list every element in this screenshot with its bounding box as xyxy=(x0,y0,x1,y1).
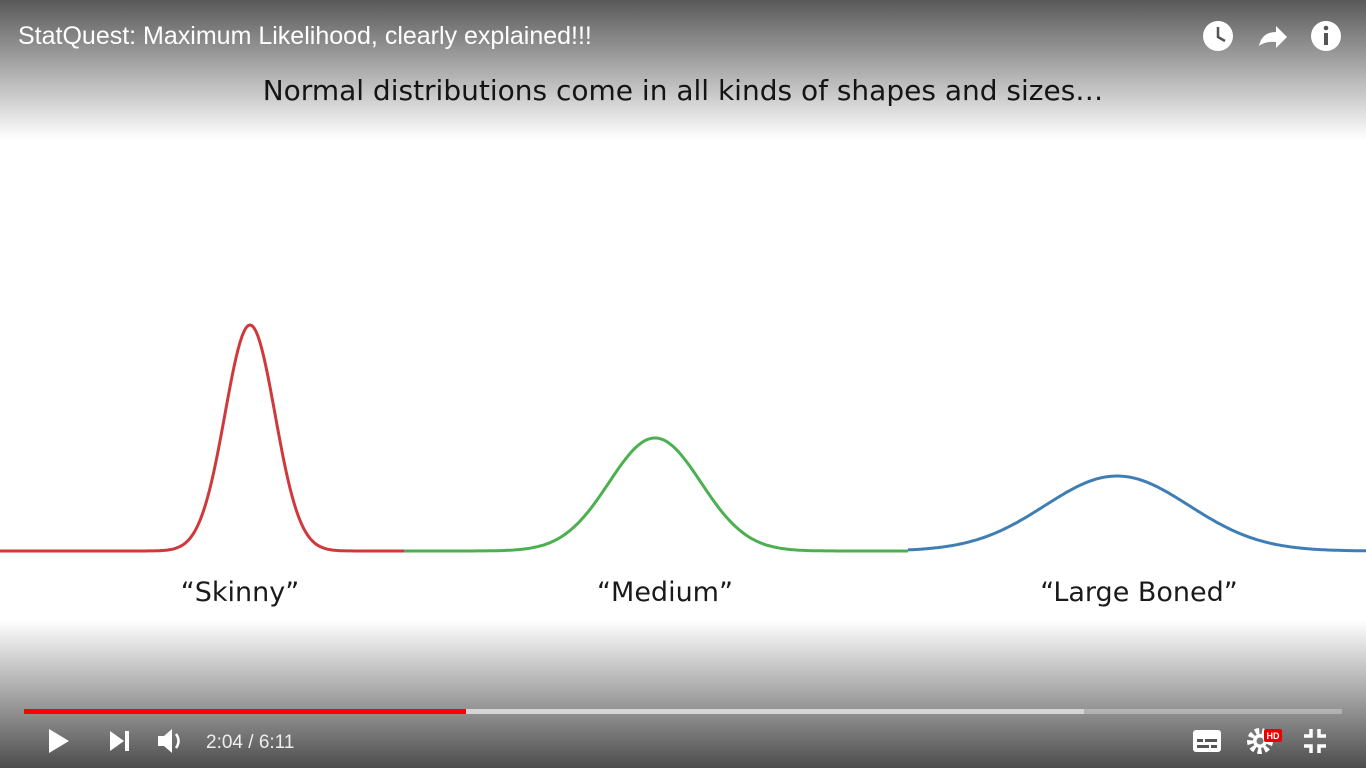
hd-badge: HD xyxy=(1267,731,1280,741)
volume-button[interactable] xyxy=(158,729,180,753)
play-button[interactable] xyxy=(49,729,69,753)
top-gradient xyxy=(0,0,1366,140)
progress-buffered xyxy=(24,709,1084,714)
next-button[interactable] xyxy=(110,731,129,751)
time-display: 2:04 / 6:11 xyxy=(206,732,294,753)
large-boned-curve xyxy=(907,474,1366,553)
curve-label: “Large Boned” xyxy=(1040,577,1238,608)
info-button[interactable] xyxy=(1311,21,1341,51)
curve-label: “Medium” xyxy=(597,577,733,608)
skinny-curve xyxy=(0,323,404,553)
curve-label: “Skinny” xyxy=(181,577,299,608)
settings-button[interactable]: HD xyxy=(1247,728,1282,754)
exit-fullscreen-button[interactable] xyxy=(1304,729,1326,753)
share-button[interactable] xyxy=(1259,26,1287,48)
subtitles-button[interactable] xyxy=(1193,730,1221,752)
video-title[interactable]: StatQuest: Maximum Likelihood, clearly e… xyxy=(18,22,592,50)
watch-later-button[interactable] xyxy=(1203,21,1233,51)
medium-curve xyxy=(404,436,908,553)
progress-played xyxy=(24,709,466,714)
bottom-gradient xyxy=(0,620,1366,768)
